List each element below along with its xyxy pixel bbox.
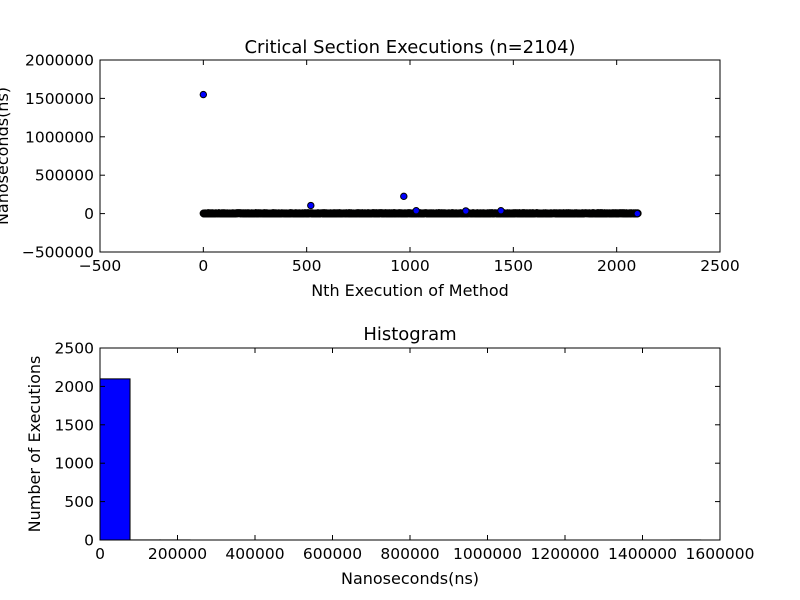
- scatter-x-tick-label: 0: [198, 257, 208, 275]
- scatter-x-tick-label: 500: [292, 257, 322, 275]
- histogram-y-tick-label: 2000: [55, 378, 94, 396]
- histogram-y-tick-label: 0: [84, 532, 94, 550]
- histogram-marks: [99, 378, 702, 541]
- histogram-y-axis-label: Number of Executions: [25, 356, 44, 533]
- scatter-y-tick-label: 0: [84, 205, 94, 223]
- histogram-x-tick-label: 400000: [225, 545, 284, 563]
- scatter-x-tick-label: 2500: [700, 257, 739, 275]
- scatter-outlier-point: [400, 192, 408, 201]
- histogram-y-tick-label: 1500: [55, 416, 94, 434]
- scatter-ticks: −500 0 500 1000 1500 2000 2500 −500000 0 500000 10…: [22, 52, 740, 276]
- scatter-outlier-point: [633, 209, 642, 218]
- scatter-outlier-point: [497, 206, 505, 215]
- histogram-y-tick-label: 500: [64, 493, 94, 511]
- scatter-outlier-point: [199, 90, 208, 99]
- scatter-y-tick-label: −500000: [22, 244, 94, 262]
- histogram-x-tick-label: 1000000: [453, 545, 522, 563]
- scatter-outlier-point: [307, 201, 315, 210]
- scatter-outlier-point: [412, 206, 420, 215]
- scatter-y-tick-label: 2000000: [25, 52, 94, 70]
- scatter-marks: [199, 90, 642, 218]
- scatter-outlier-point: [462, 207, 470, 215]
- scatter-x-tick-label: −500: [79, 257, 122, 275]
- histogram-ticks: 0 200000 400000 600000 800000 1000000 1200000 1…: [55, 340, 755, 564]
- histogram-x-axis-label: Nanoseconds(ns): [341, 569, 479, 588]
- histogram-x-tick-label: 800000: [380, 545, 439, 563]
- scatter-title: Critical Section Executions (n=2104): [244, 37, 575, 58]
- scatter-x-tick-label: 1000: [390, 257, 429, 275]
- histogram-x-tick-label: 200000: [148, 545, 207, 563]
- histogram-subplot: Histogram Nanoseconds(ns) Number of Exec…: [25, 324, 755, 588]
- scatter-y-tick-label: 500000: [35, 167, 94, 185]
- scatter-x-tick-label: 2000: [597, 257, 636, 275]
- scatter-subplot: Critical Section Executions (n=2104) Nth…: [0, 37, 740, 300]
- histogram-x-tick-label: 600000: [303, 545, 362, 563]
- scatter-x-tick-label: 1500: [494, 257, 533, 275]
- histogram-title: Histogram: [363, 324, 456, 345]
- scatter-y-tick-label: 1000000: [25, 128, 94, 146]
- histogram-x-tick-label: 1200000: [530, 545, 599, 563]
- histogram-x-tick-label: 1600000: [685, 545, 754, 563]
- histogram-bar: [99, 378, 131, 541]
- scatter-plot-frame: [99, 59, 721, 253]
- histogram-plot-frame: [99, 347, 721, 541]
- histogram-x-tick-label: 1400000: [608, 545, 677, 563]
- scatter-x-axis-label: Nth Execution of Method: [311, 281, 509, 300]
- scatter-y-axis-label: Nanoseconds(ns): [0, 87, 12, 225]
- histogram-y-tick-label: 2500: [55, 340, 94, 358]
- histogram-y-tick-label: 1000: [55, 455, 94, 473]
- histogram-x-tick-label: 0: [95, 545, 105, 563]
- scatter-y-tick-label: 1500000: [25, 90, 94, 108]
